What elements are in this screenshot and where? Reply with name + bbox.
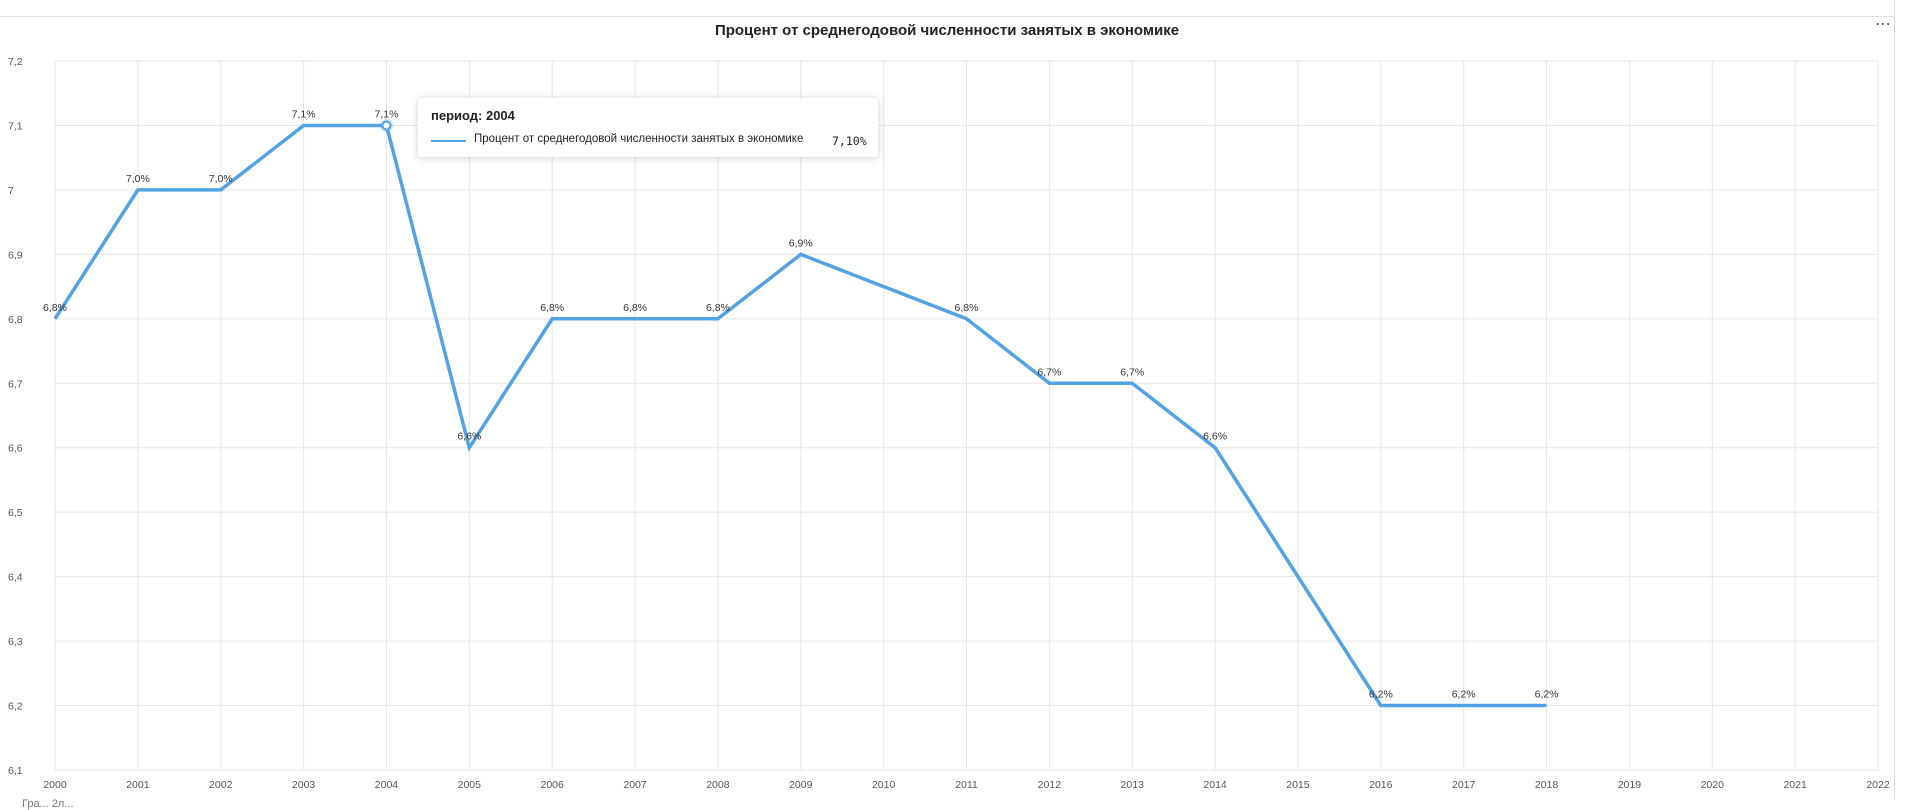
data-label: 6,2% xyxy=(1452,689,1476,701)
x-tick-label: 2001 xyxy=(126,779,150,791)
x-tick-label: 2010 xyxy=(872,779,896,791)
x-tick-label: 2014 xyxy=(1203,779,1227,791)
point-markers xyxy=(379,118,394,133)
x-tick-label: 2004 xyxy=(375,779,399,791)
data-label: 6,8% xyxy=(540,302,564,314)
x-tick-label: 2002 xyxy=(209,779,233,791)
y-tick-label: 6,5 xyxy=(8,507,23,519)
x-tick-label: 2006 xyxy=(541,779,565,791)
x-tick-label: 2020 xyxy=(1701,779,1725,791)
tooltip-title: период: 2004 xyxy=(431,108,515,123)
footer-text: Гра... 2л... xyxy=(22,798,74,810)
data-label: 6,7% xyxy=(1037,366,1061,378)
y-tick-label: 6,9 xyxy=(8,249,23,261)
y-tick-label: 6,7 xyxy=(8,378,23,390)
data-label: 6,8% xyxy=(706,302,730,314)
x-tick-label: 2022 xyxy=(1866,779,1890,791)
x-tick-label: 2000 xyxy=(43,779,67,791)
data-labels: 6,8% 7,0% 7,0% 7,1% 7,1% 6,6% 6,8% 6,8% 6,8% 6,9%… xyxy=(43,108,1558,700)
data-label: 7,0% xyxy=(209,173,233,185)
y-tick-label: 6,6 xyxy=(8,443,23,455)
chart-title: Процент от среднегодовой численности зан… xyxy=(714,22,1180,39)
y-tick-label: 7,1 xyxy=(8,120,23,132)
x-tick-label: 2019 xyxy=(1618,779,1642,791)
tooltip: период: 2004 Процент от среднегодовой чи… xyxy=(418,98,878,157)
x-axis-ticks: 2000 2001 2002 2003 2004 2005 2006 2007 2008 2009… xyxy=(43,779,1890,791)
data-label: 6,6% xyxy=(1203,431,1227,443)
x-tick-label: 2012 xyxy=(1038,779,1062,791)
y-tick-label: 7 xyxy=(8,185,14,197)
highlight-point[interactable] xyxy=(381,120,392,131)
series-line xyxy=(53,123,1547,708)
right-divider xyxy=(1894,0,1895,800)
x-tick-label: 2018 xyxy=(1535,779,1559,791)
data-label: 6,9% xyxy=(789,237,813,249)
x-tick-label: 2015 xyxy=(1286,779,1310,791)
x-tick-label: 2008 xyxy=(706,779,730,791)
data-label: 6,8% xyxy=(623,302,647,314)
data-label: 6,8% xyxy=(955,302,979,314)
data-label: 6,8% xyxy=(43,302,67,314)
x-tick-label: 2009 xyxy=(789,779,813,791)
data-label: 7,1% xyxy=(374,108,398,120)
x-tick-label: 2011 xyxy=(955,779,978,791)
data-label: 6,2% xyxy=(1369,689,1393,701)
x-tick-label: 2021 xyxy=(1783,779,1807,791)
x-tick-label: 2003 xyxy=(292,779,316,791)
x-tick-label: 2017 xyxy=(1452,779,1476,791)
data-label: 6,7% xyxy=(1120,366,1144,378)
x-tick-label: 2007 xyxy=(623,779,647,791)
y-tick-label: 6,3 xyxy=(8,636,23,648)
data-label: 6,6% xyxy=(457,431,481,443)
top-divider xyxy=(0,16,1894,17)
x-tick-label: 2016 xyxy=(1369,779,1393,791)
data-label: 7,1% xyxy=(292,108,316,120)
tooltip-value: 7,10% xyxy=(832,134,867,148)
data-label: 7,0% xyxy=(126,173,150,185)
y-tick-label: 6,4 xyxy=(8,572,23,584)
y-tick-label: 6,8 xyxy=(8,314,23,326)
series-lines xyxy=(53,123,1547,708)
more-options-button[interactable]: ⋯ xyxy=(1875,16,1891,33)
tooltip-series-label: Процент от среднегодовой численности зан… xyxy=(474,133,804,145)
vertical-gridlines xyxy=(54,61,1879,770)
y-axis-ticks: 7,2 7,1 7 6,9 6,8 6,7 6,6 6,5 6,4 6,3 6,2 6,1 xyxy=(8,56,23,777)
y-tick-label: 7,2 xyxy=(8,56,23,68)
y-tick-label: 6,1 xyxy=(8,765,23,777)
x-tick-label: 2013 xyxy=(1121,779,1145,791)
y-tick-label: 6,2 xyxy=(8,701,23,713)
data-label: 6,2% xyxy=(1535,689,1559,701)
tooltip-series-swatch xyxy=(431,140,466,142)
x-tick-label: 2005 xyxy=(458,779,482,791)
